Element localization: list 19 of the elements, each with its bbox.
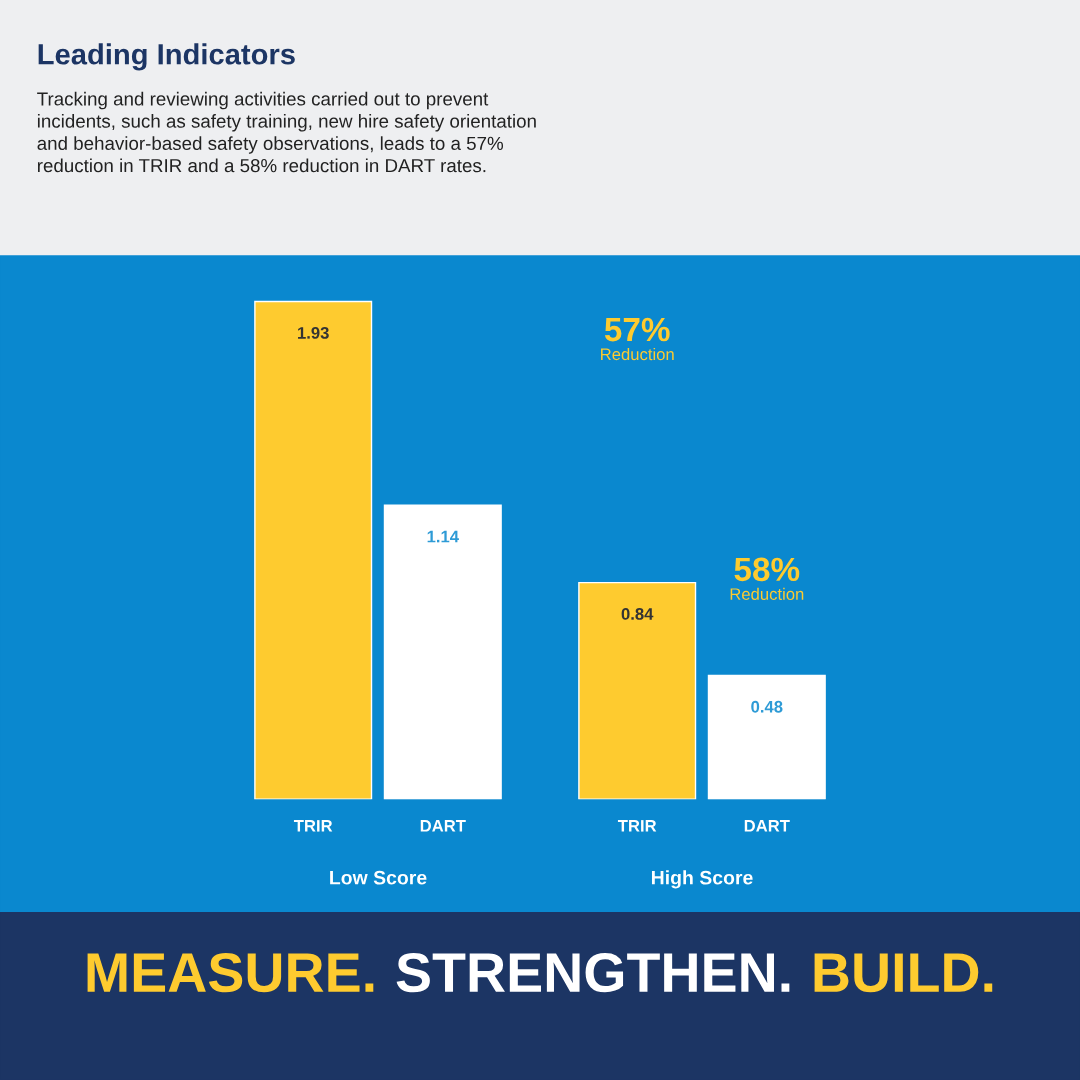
x-tick-label: Low Score — [330, 870, 427, 885]
bar — [707, 674, 826, 800]
text: DART — [744, 820, 790, 832]
data-label: 1.93 — [298, 326, 329, 339]
series-label: DART — [420, 820, 466, 832]
text: MEASURE. STRENGTHEN. BUILD. — [87, 952, 993, 993]
chart-title: Leading Indicators — [38, 43, 295, 71]
annotation: 58% Reduction — [730, 557, 804, 601]
x-tick-label: High Score — [651, 870, 753, 889]
data-label: 0.84 — [621, 608, 654, 620]
data-label: 0.48 — [751, 700, 783, 713]
bar — [578, 581, 697, 800]
chart-subtitle: Tracking and reviewing activities carried out to prevent incidents, such as safety training, new hire safety orientation and behavior-based safety observations, leads to a 57% reduction in TRIR and a 58% reduction in DART rates. — [37, 91, 536, 173]
bar — [383, 504, 502, 800]
series-label: TRIR — [293, 820, 333, 832]
text: TRIR — [617, 820, 657, 832]
data-label: 1.14 — [427, 530, 459, 543]
bar — [254, 300, 373, 800]
annotation: 57% Reduction — [601, 317, 674, 361]
